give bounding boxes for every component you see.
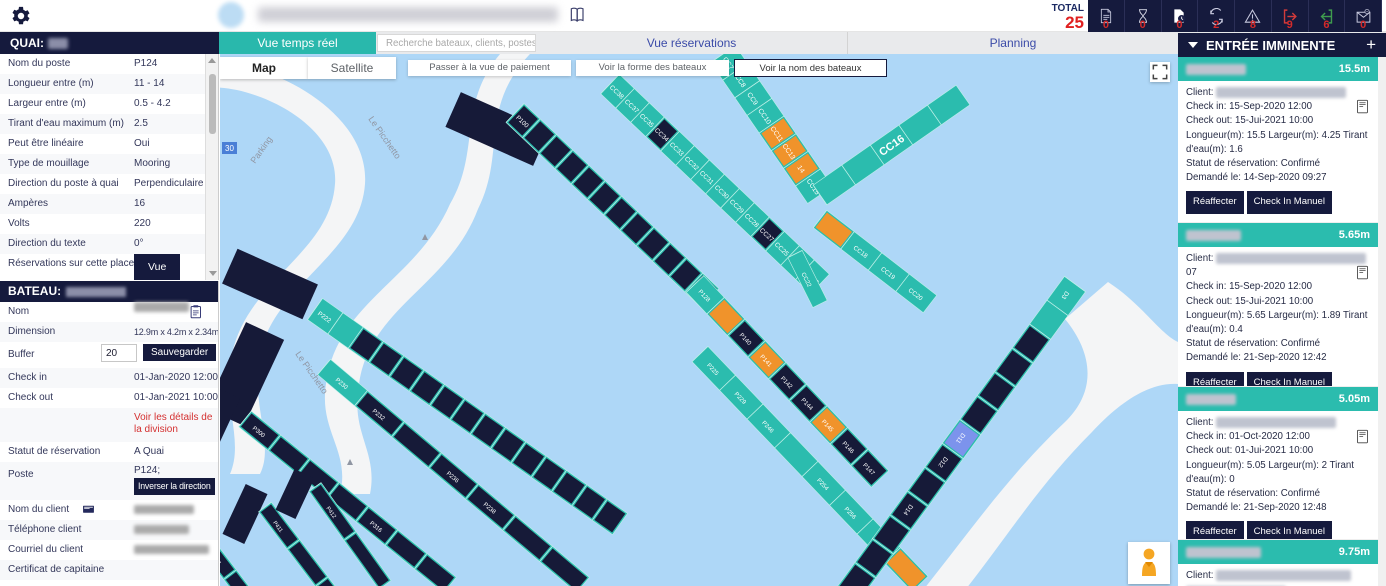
svg-text:30: 30 <box>225 144 234 153</box>
